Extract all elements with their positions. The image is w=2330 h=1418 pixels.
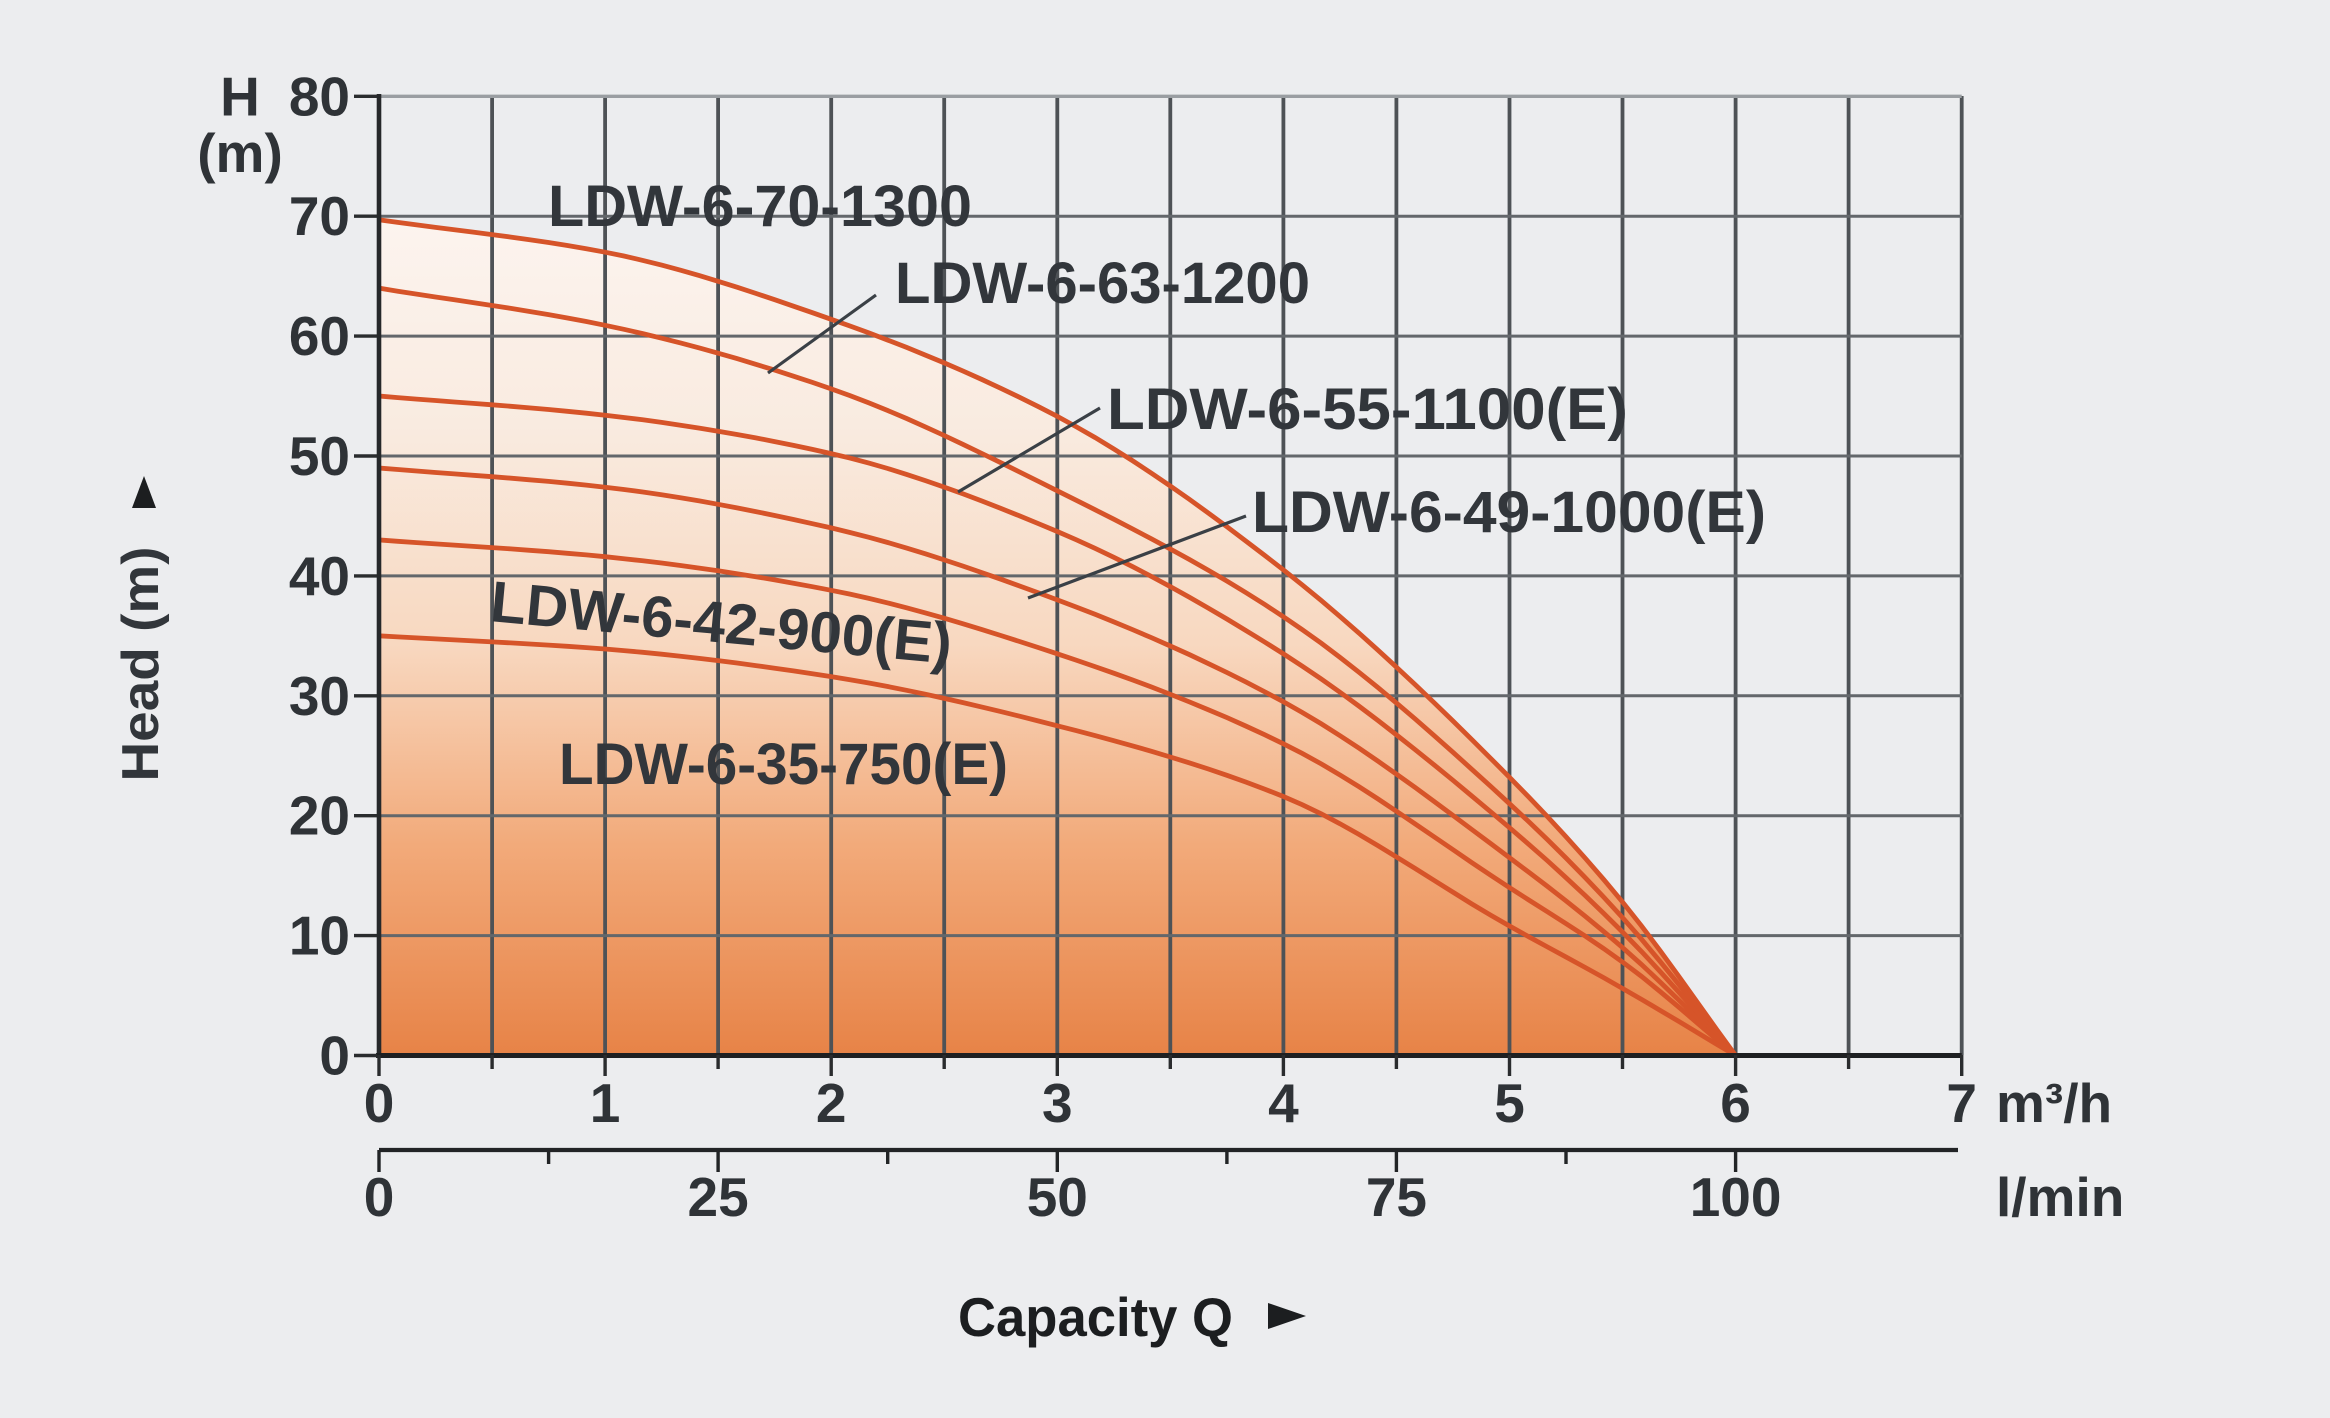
svg-text:LDW-6-55-1100(E): LDW-6-55-1100(E) [1107, 377, 1628, 442]
svg-text:5: 5 [1494, 1072, 1525, 1134]
svg-text:60: 60 [289, 305, 350, 367]
svg-text:0: 0 [364, 1166, 395, 1228]
svg-text:80: 80 [289, 65, 350, 127]
svg-text:LDW-6-35-750(E): LDW-6-35-750(E) [559, 732, 1008, 797]
svg-text:0: 0 [364, 1072, 395, 1134]
svg-text:H: H [220, 65, 260, 127]
svg-text:40: 40 [289, 545, 350, 607]
svg-text:25: 25 [688, 1166, 749, 1228]
svg-text:3: 3 [1042, 1072, 1073, 1134]
svg-text:70: 70 [289, 185, 350, 247]
svg-text:75: 75 [1366, 1166, 1427, 1228]
svg-text:100: 100 [1690, 1166, 1782, 1228]
svg-text:4: 4 [1268, 1072, 1299, 1134]
svg-text:0: 0 [319, 1025, 350, 1087]
svg-text:30: 30 [289, 665, 350, 727]
svg-text:(m): (m) [197, 122, 283, 184]
svg-text:Head (m): Head (m) [112, 547, 170, 782]
svg-text:10: 10 [289, 905, 350, 967]
svg-text:LDW-6-49-1000(E): LDW-6-49-1000(E) [1252, 480, 1766, 545]
svg-text:7: 7 [1946, 1072, 1977, 1134]
svg-text:2: 2 [816, 1072, 847, 1134]
svg-text:50: 50 [1027, 1166, 1088, 1228]
svg-text:LDW-6-63-1200: LDW-6-63-1200 [895, 251, 1310, 316]
svg-text:1: 1 [590, 1072, 621, 1134]
svg-text:50: 50 [289, 425, 350, 487]
svg-text:m³/h: m³/h [1996, 1072, 2112, 1134]
svg-text:Capacity Q: Capacity Q [958, 1286, 1233, 1348]
svg-text:6: 6 [1720, 1072, 1751, 1134]
svg-text:20: 20 [289, 785, 350, 847]
svg-text:l/min: l/min [1996, 1166, 2124, 1228]
svg-text:LDW-6-70-1300: LDW-6-70-1300 [548, 174, 972, 239]
